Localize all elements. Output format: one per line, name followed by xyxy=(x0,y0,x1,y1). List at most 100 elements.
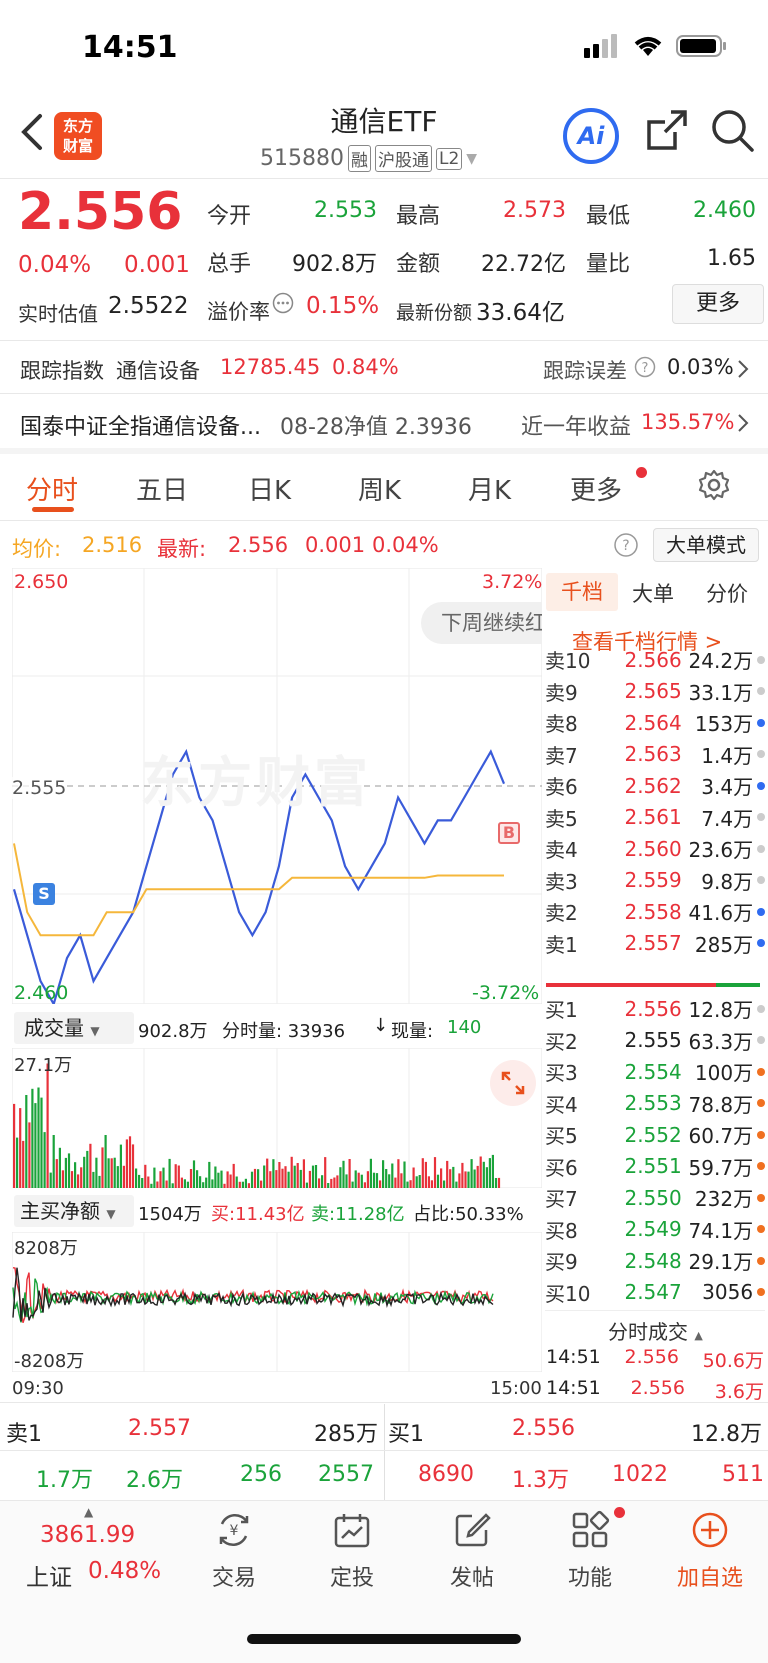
bid-row[interactable]: 买1 2.556 12.8万 xyxy=(545,993,765,1024)
bid-row[interactable]: 买8 2.549 74.1万 xyxy=(545,1214,765,1245)
promo-banner[interactable]: 下周继续红 xyxy=(421,602,542,644)
back-icon[interactable] xyxy=(14,108,54,156)
bid-level-label: 买10 xyxy=(545,1281,591,1306)
page-title: 通信ETF xyxy=(330,105,438,138)
volume-bar xyxy=(455,1181,458,1188)
tab-big-orders[interactable]: 大单 xyxy=(632,582,674,606)
volume-bar xyxy=(421,1158,424,1188)
nav-post[interactable]: 发帖 xyxy=(442,1510,502,1592)
ask-row[interactable]: 卖3 2.559 9.8万 xyxy=(545,865,765,896)
tab-intraday[interactable]: 分时 xyxy=(26,476,79,506)
tab-price-dist[interactable]: 分价 xyxy=(706,582,748,606)
volume-bar xyxy=(107,1158,110,1188)
ask-row[interactable]: 卖8 2.564 153万 xyxy=(545,707,765,738)
volume-bar xyxy=(345,1174,348,1188)
sell-marker[interactable]: S xyxy=(33,883,55,905)
chevron-right-icon[interactable] xyxy=(736,358,750,384)
full-depth-link[interactable]: 查看千档行情 > xyxy=(572,630,723,654)
index-pct[interactable]: 0.48% xyxy=(88,1558,162,1584)
ask-volume: 41.6万 xyxy=(688,901,754,925)
index-value[interactable]: 3861.99 xyxy=(40,1522,136,1548)
buy-marker[interactable]: B xyxy=(498,822,520,844)
bid-row[interactable]: 买5 2.552 60.7万 xyxy=(545,1119,765,1150)
search-icon[interactable] xyxy=(710,108,756,158)
chevron-right-icon[interactable] xyxy=(736,412,750,438)
volume-bar xyxy=(40,1097,43,1188)
bid-price: 2.551 xyxy=(624,1154,682,1178)
help-icon[interactable]: ? xyxy=(634,356,656,382)
volume-bar xyxy=(202,1182,205,1188)
volume-bar xyxy=(177,1165,180,1188)
price-line xyxy=(12,748,506,1004)
volume-bar xyxy=(308,1170,311,1188)
ask-row[interactable]: 卖4 2.560 23.6万 xyxy=(545,833,765,864)
price-chart[interactable] xyxy=(12,568,542,1004)
tracking-index-name[interactable]: 通信设备 xyxy=(116,359,200,383)
tick-time: 14:51 xyxy=(546,1377,601,1399)
bid-row[interactable]: 买10 2.547 3056 xyxy=(545,1277,765,1308)
tab-monthly-k[interactable]: 月K xyxy=(468,476,512,506)
tab-weekly-k[interactable]: 周K xyxy=(358,476,402,506)
info-dots-icon[interactable] xyxy=(272,292,294,318)
volume-bar xyxy=(263,1165,266,1188)
iopv-value: 2.5522 xyxy=(108,293,189,319)
bid-row[interactable]: 买4 2.553 78.8万 xyxy=(545,1088,765,1119)
help-icon[interactable]: ? xyxy=(613,532,639,562)
stock-subtitle[interactable]: 515880 融 沪股通 L2 ▼ xyxy=(260,145,477,172)
settings-gear-icon[interactable] xyxy=(697,468,731,506)
ask-row[interactable]: 卖1 2.557 285万 xyxy=(545,928,765,959)
bid-volume: 78.8万 xyxy=(688,1092,754,1117)
share-icon[interactable] xyxy=(645,108,689,156)
high-label: 最高 xyxy=(396,204,441,229)
bid-row[interactable]: 买2 2.555 63.3万 xyxy=(545,1025,765,1056)
ask-row[interactable]: 卖7 2.563 1.4万 xyxy=(545,739,765,770)
net-flow-selector[interactable]: 主买净额 ▼ xyxy=(14,1195,134,1227)
volume-bar xyxy=(257,1169,260,1188)
volume-bar xyxy=(229,1174,232,1188)
pct-axis-bottom: -3.72% xyxy=(472,982,540,1004)
nav-add-watchlist[interactable]: 加自选 xyxy=(670,1510,750,1592)
watermark: 东方财富 xyxy=(140,751,372,814)
tab-more[interactable]: 更多 xyxy=(570,476,623,506)
volume-bar xyxy=(342,1160,345,1188)
bid-row[interactable]: 买9 2.548 29.1万 xyxy=(545,1245,765,1276)
volume-bar xyxy=(104,1135,107,1188)
fund-name[interactable]: 国泰中证全指通信设备... xyxy=(20,415,261,440)
tab-five-day[interactable]: 五日 xyxy=(136,476,189,506)
low-label: 最低 xyxy=(586,204,631,229)
tab-full-depth[interactable]: 千档 xyxy=(546,573,618,611)
volume-bar xyxy=(385,1169,388,1188)
volume-selector[interactable]: 成交量 ▼ xyxy=(14,1012,134,1044)
ticks-header[interactable]: 分时成交 ▲ xyxy=(608,1320,703,1344)
ask-row[interactable]: 卖2 2.558 41.6万 xyxy=(545,896,765,927)
more-button[interactable]: 更多 xyxy=(672,284,764,324)
ask-row[interactable]: 卖5 2.561 7.4万 xyxy=(545,802,765,833)
volume-bar xyxy=(260,1180,263,1188)
bid-row[interactable]: 买3 2.554 100万 xyxy=(545,1056,765,1087)
tag-margin: 融 xyxy=(347,145,371,172)
expand-icon[interactable] xyxy=(490,1060,536,1106)
volume-bar xyxy=(174,1164,177,1188)
bid-row[interactable]: 买6 2.551 59.7万 xyxy=(545,1151,765,1182)
index-name[interactable]: 上证 xyxy=(26,1565,72,1591)
sell-queue-item: 256 xyxy=(240,1462,282,1487)
nav-invest-plan[interactable]: 定投 xyxy=(322,1510,382,1592)
add-circle-icon xyxy=(692,1512,728,1548)
order-dot-icon xyxy=(757,1256,765,1265)
nav-trade[interactable]: ¥ 交易 xyxy=(204,1510,264,1592)
ask-row[interactable]: 卖9 2.565 33.1万 xyxy=(545,676,765,707)
ask-price: 2.566 xyxy=(624,647,682,672)
big-order-mode-button[interactable]: 大单模式 xyxy=(653,528,759,562)
volume-bar xyxy=(253,1168,257,1188)
ai-button[interactable]: Ai xyxy=(563,108,619,164)
volume-bar xyxy=(183,1179,186,1188)
ask-row[interactable]: 卖10 2.566 24.2万 xyxy=(545,644,765,675)
order-dot-icon xyxy=(757,1193,765,1202)
volume-bar xyxy=(141,1178,144,1188)
bid-level-label: 买3 xyxy=(545,1061,578,1085)
volume-bar xyxy=(153,1167,156,1188)
ask-row[interactable]: 卖6 2.562 3.4万 xyxy=(545,770,765,801)
tab-daily-k[interactable]: 日K xyxy=(248,476,292,506)
bid-row[interactable]: 买7 2.550 232万 xyxy=(545,1182,765,1213)
nav-functions[interactable]: 功能 xyxy=(560,1510,620,1592)
